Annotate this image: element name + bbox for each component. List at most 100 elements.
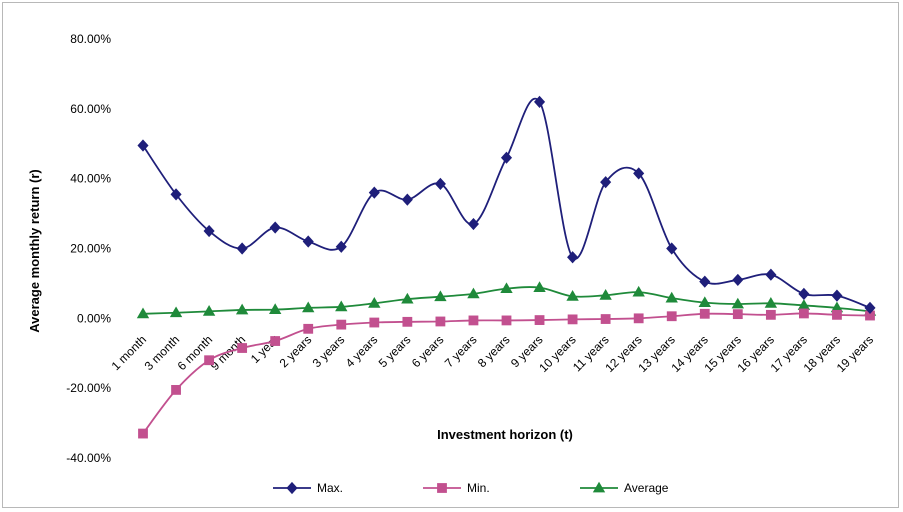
legend-item-min: Min. [423,481,490,495]
data-point-max [765,268,777,281]
data-point-min [765,309,776,320]
data-point-min [699,308,710,319]
y-tick-label: 0.00% [77,311,111,325]
data-point-min [237,343,248,353]
series-min [138,308,875,439]
data-point-average [599,288,612,300]
x-tick-label: 3 month [142,333,183,374]
legend-marker [286,481,298,495]
x-tick-label: 4 years [343,333,381,371]
data-point-average [764,297,778,308]
data-point-average [533,281,546,293]
data-point-min [501,315,512,326]
series-max [137,95,876,314]
series-layer [136,95,877,439]
data-point-max [203,224,215,238]
legend-label: Max. [317,481,343,495]
data-point-max [236,242,248,255]
data-point-average [268,303,282,315]
data-point-max [500,151,513,164]
data-point-min [336,319,347,330]
data-point-max [302,235,314,248]
data-point-max [699,275,711,288]
data-point-average [368,297,381,308]
data-point-average [235,303,249,315]
data-point-max [137,139,149,152]
series-line-min [142,312,871,435]
x-axis-title: Investment horizon (t) [437,427,573,442]
data-point-min [600,314,611,324]
y-tick-label: 20.00% [70,242,111,256]
data-point-min [633,313,644,324]
data-point-average [566,290,579,301]
x-tick-label: 10 years [536,333,578,375]
y-tick-label: 60.00% [70,102,111,116]
y-tick-label: 40.00% [70,172,111,186]
x-tick-label: 5 years [376,333,414,371]
series-average [136,281,877,319]
data-point-max [798,287,810,300]
data-point-min [303,323,314,334]
data-point-min [567,314,578,325]
data-point-average [665,291,678,303]
y-tick-label: -40.00% [66,451,111,465]
data-point-min [270,336,281,346]
data-point-min [369,317,380,328]
data-point-max [666,242,678,255]
data-point-max [434,177,446,190]
data-point-max [269,221,281,234]
series-line-max [142,97,871,309]
data-point-max [401,193,413,206]
x-tick-label: 6 years [409,333,447,371]
data-point-max [732,273,744,287]
data-point-max [368,186,380,199]
y-axis-title: Average monthly return (r) [27,169,42,333]
data-point-average [500,282,513,294]
data-point-min [402,316,413,327]
data-point-average [698,296,711,308]
data-point-average [302,301,315,313]
data-point-min [138,428,148,439]
x-tick-label: 19 years [834,333,876,375]
data-point-max [467,217,479,231]
data-point-min [732,309,743,320]
data-point-max [600,176,612,189]
y-tick-labels: -40.00% -20.00% 0.00% 20.00% 40.00% 60.00% 80.… [66,32,111,465]
data-point-min [534,315,545,325]
data-point-average [202,305,216,316]
data-point-max [170,188,182,201]
data-point-min [799,308,809,319]
data-point-min [204,355,214,366]
data-point-max [633,167,645,180]
data-point-average [434,290,447,302]
data-point-max [335,240,347,253]
data-point-min [435,316,446,327]
x-tick-label: 6 month [175,333,216,374]
legend-item-max: Max. [273,481,343,495]
data-point-average [731,297,745,309]
data-point-average [467,287,480,299]
data-point-max [567,251,579,264]
y-tick-label: -20.00% [66,381,111,395]
data-point-average [335,300,348,312]
data-point-max [864,301,876,314]
x-tick-label: 8 years [475,333,513,371]
legend-label: Average [624,481,669,495]
data-point-min [832,309,842,320]
legend-label: Min. [467,481,490,495]
data-point-average [169,306,183,318]
legend: Max. Min. Average [273,481,669,495]
legend-marker [592,481,606,493]
x-tick-label: 1 month [109,333,150,374]
x-tick-label: 7 years [442,333,480,371]
data-point-min [468,315,479,326]
data-point-min [666,311,677,322]
data-point-average [401,292,414,304]
y-tick-label: 80.00% [70,32,111,46]
data-point-average [136,307,150,319]
line-chart: -40.00% -20.00% 0.00% 20.00% 40.00% 60.00% 80.… [27,32,877,495]
data-point-max [534,95,546,108]
data-point-average [632,285,645,297]
x-tick-label: 3 years [310,333,348,371]
